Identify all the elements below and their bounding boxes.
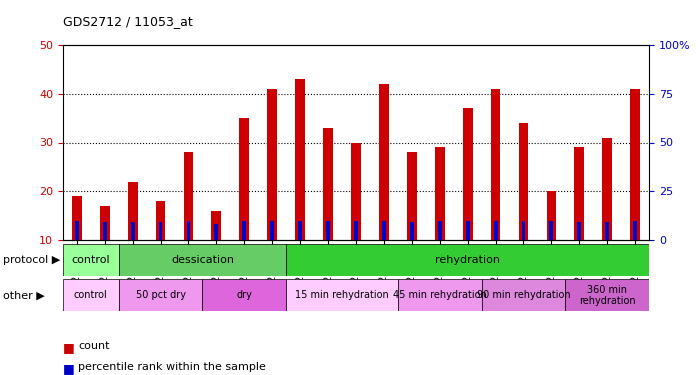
Text: dessication: dessication xyxy=(171,255,234,265)
Bar xyxy=(379,84,389,289)
Text: percentile rank within the sample: percentile rank within the sample xyxy=(78,362,266,372)
Bar xyxy=(158,222,163,289)
Bar xyxy=(351,142,361,289)
Bar xyxy=(547,191,556,289)
Bar xyxy=(270,220,274,289)
FancyBboxPatch shape xyxy=(202,279,286,311)
Bar xyxy=(605,222,609,289)
Bar xyxy=(267,89,277,289)
Bar xyxy=(407,152,417,289)
Bar xyxy=(242,220,246,289)
Text: GDS2712 / 11053_at: GDS2712 / 11053_at xyxy=(63,15,193,28)
Bar xyxy=(633,220,637,289)
FancyBboxPatch shape xyxy=(482,279,565,311)
FancyBboxPatch shape xyxy=(286,244,649,276)
Text: count: count xyxy=(78,341,110,351)
Bar xyxy=(184,152,193,289)
FancyBboxPatch shape xyxy=(286,279,398,311)
FancyBboxPatch shape xyxy=(63,279,119,311)
Bar xyxy=(239,118,249,289)
Bar xyxy=(128,182,138,289)
Bar xyxy=(435,147,445,289)
Bar xyxy=(214,224,218,289)
Text: dry: dry xyxy=(237,290,252,300)
Text: ■: ■ xyxy=(63,341,75,354)
Bar xyxy=(463,108,473,289)
Bar xyxy=(491,89,500,289)
Bar xyxy=(186,220,191,289)
Bar xyxy=(549,220,554,289)
Bar xyxy=(521,220,526,289)
Bar xyxy=(156,201,165,289)
FancyBboxPatch shape xyxy=(119,279,202,311)
Bar xyxy=(466,220,470,289)
Bar xyxy=(493,220,498,289)
Bar xyxy=(382,220,386,289)
Text: control: control xyxy=(74,290,107,300)
Text: ■: ■ xyxy=(63,362,75,375)
FancyBboxPatch shape xyxy=(398,279,482,311)
Bar xyxy=(602,138,612,289)
Bar xyxy=(630,89,640,289)
Bar xyxy=(298,220,302,289)
Text: 360 min
rehydration: 360 min rehydration xyxy=(579,285,636,306)
Text: 45 min rehydration: 45 min rehydration xyxy=(393,290,487,300)
Bar xyxy=(438,220,442,289)
Bar xyxy=(211,211,221,289)
Text: other ▶: other ▶ xyxy=(3,290,45,300)
Bar xyxy=(574,147,584,289)
FancyBboxPatch shape xyxy=(63,244,119,276)
Text: 50 pct dry: 50 pct dry xyxy=(135,290,186,300)
Bar xyxy=(519,123,528,289)
Bar xyxy=(323,128,333,289)
Bar xyxy=(326,220,330,289)
Text: control: control xyxy=(71,255,110,265)
Bar xyxy=(72,196,82,289)
Bar xyxy=(103,222,107,289)
FancyBboxPatch shape xyxy=(119,244,286,276)
Text: rehydration: rehydration xyxy=(435,255,500,265)
FancyBboxPatch shape xyxy=(565,279,649,311)
Bar xyxy=(577,222,581,289)
Bar xyxy=(295,79,305,289)
Text: 15 min rehydration: 15 min rehydration xyxy=(295,290,389,300)
Bar xyxy=(354,220,358,289)
Text: 90 min rehydration: 90 min rehydration xyxy=(477,290,570,300)
Bar xyxy=(75,220,79,289)
Bar xyxy=(100,206,110,289)
Bar xyxy=(410,222,414,289)
Text: protocol ▶: protocol ▶ xyxy=(3,255,61,265)
Bar xyxy=(131,222,135,289)
